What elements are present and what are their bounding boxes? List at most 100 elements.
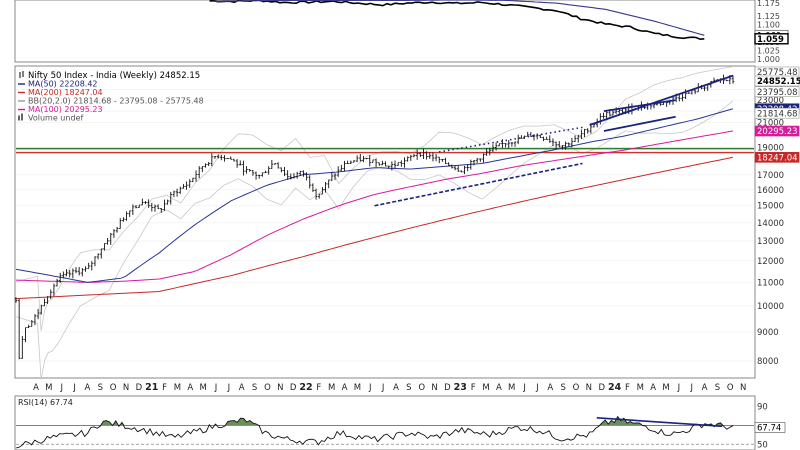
x-axis-tick: A <box>496 383 502 393</box>
legend-entry: MA(50) 22208.42 <box>28 80 98 89</box>
x-axis-tick: A <box>547 383 553 393</box>
price-axis-tick: 14000 <box>757 219 784 229</box>
price-value-badge-text: 20295.23 <box>757 127 798 137</box>
x-axis-tick: A <box>393 383 399 393</box>
x-axis-tick: F <box>162 383 167 393</box>
x-axis-tick: N <box>740 383 746 393</box>
price-axis-tick: 17000 <box>757 171 784 181</box>
ma100-line <box>15 130 734 283</box>
price-axis-tick: 11000 <box>757 278 784 288</box>
rsi-axis-tick: 90 <box>757 402 768 412</box>
legend-entry: MA(100) 20295.23 <box>28 105 103 114</box>
x-axis-tick: J <box>677 383 681 393</box>
price-value-badge-text: 25775.48 <box>757 68 798 78</box>
rs-moving-average-line <box>209 0 705 36</box>
x-axis-tick: N <box>431 383 437 393</box>
relative-strength-panel <box>14 0 756 63</box>
rsi-layer: RSI(14) 67.74 <box>15 398 754 449</box>
price-axis-tick: 21000 <box>757 119 784 129</box>
price-axis-tick: 8000 <box>757 357 779 367</box>
x-axis-tick: 21 <box>145 382 158 393</box>
price-value-badge <box>754 75 800 87</box>
price-value-badge-text: 21814.68 <box>757 109 798 119</box>
rsi-divergence-line <box>596 417 723 428</box>
rsi-line <box>15 415 734 449</box>
x-axis-tick: M <box>637 383 644 393</box>
x-axis-tick: O <box>573 383 580 393</box>
x-axis-tick: 22 <box>299 382 312 393</box>
rs-value-badge-text: 1.059 <box>757 35 784 45</box>
x-axis-tick: O <box>418 383 425 393</box>
ohlc-bars <box>14 74 735 360</box>
trendline <box>603 99 676 112</box>
x-axis-tick: M <box>662 383 669 393</box>
x-axis-tick: J <box>381 383 385 393</box>
x-axis-tick: A <box>187 383 193 393</box>
x-axis-tick: S <box>406 383 411 393</box>
price-axis-tick: 23000 <box>757 96 784 106</box>
x-axis-tick: A <box>342 383 348 393</box>
x-axis-tick: J <box>522 383 526 393</box>
x-axis-tick: S <box>560 383 565 393</box>
x-axis-tick: M <box>354 383 361 393</box>
legend-entry: MA(200) 18247.04 <box>28 88 103 97</box>
x-axis-tick: S <box>252 383 257 393</box>
rsi-panel <box>14 395 756 450</box>
trendline <box>589 74 734 126</box>
price-axis-tick: 15000 <box>757 202 784 212</box>
legend-entry: Nifty 50 Index - India (Weekly) 24852.15 <box>28 71 200 81</box>
x-axis-tick: M <box>508 383 515 393</box>
x-axis-tick: A <box>33 383 39 393</box>
x-axis-tick: A <box>650 383 656 393</box>
x-axis-tick: F <box>471 383 476 393</box>
x-axis-tick: A <box>85 383 91 393</box>
x-axis-tick: 24 <box>608 382 622 393</box>
x-axis-tick: D <box>136 383 143 393</box>
ma50-line <box>15 108 734 283</box>
price-value-badge <box>754 152 800 163</box>
relative-strength-layer <box>209 0 705 41</box>
price-axis-tick: 16000 <box>757 186 784 196</box>
x-axis-tick: M <box>199 383 206 393</box>
volume-icon <box>21 113 23 121</box>
legend-entry: BB(20,2.0) 21814.68 - 23795.08 - 25775.4… <box>28 97 204 106</box>
trendline <box>374 162 583 207</box>
rs-axis-tick: 1.175 <box>757 0 780 8</box>
price-axis-tick: 12000 <box>757 257 784 267</box>
x-axis-tick: J <box>214 383 218 393</box>
price-axis-tick: 9000 <box>757 328 779 338</box>
x-axis-tick: F <box>625 383 630 393</box>
price-axis-tick: 13000 <box>757 237 784 247</box>
rs-axis-tick: 1.125 <box>757 12 780 21</box>
x-axis-tick: D <box>444 383 451 393</box>
x-axis-tick: S <box>715 383 720 393</box>
legend: Nifty 50 Index - India (Weekly) 24852.15… <box>18 71 204 123</box>
trendline <box>603 115 676 132</box>
rs-axis-tick: 1.025 <box>757 46 780 55</box>
x-axis-tick: 23 <box>454 382 467 393</box>
price-value-badge-text: 18247.04 <box>757 154 798 164</box>
ma200-line <box>15 156 734 300</box>
rs-axis-tick: 1.100 <box>757 21 780 30</box>
x-axis-tick: J <box>689 383 693 393</box>
price-value-badge <box>754 107 800 119</box>
price-axis-tick: 19000 <box>757 143 784 153</box>
price-value-badge <box>754 125 800 137</box>
x-axis-tick: N <box>586 383 592 393</box>
x-axis-tick: O <box>264 383 271 393</box>
x-axis-tick: A <box>239 383 245 393</box>
x-axis-tick: M <box>482 383 489 393</box>
rsi-value-badge-text: 67.74 <box>757 424 781 434</box>
x-axis-tick: J <box>59 383 63 393</box>
x-axis-tick: J <box>535 383 539 393</box>
trendline <box>438 126 583 153</box>
x-axis-tick: M <box>328 383 335 393</box>
price-panel <box>14 65 756 379</box>
legend-entry: Volume undef <box>28 114 83 123</box>
x-axis-tick: O <box>727 383 734 393</box>
rsi-axis-tick: 50 <box>757 440 768 450</box>
rsi-label: RSI(14) 67.74 <box>18 398 73 407</box>
price-value-badge-text: 23795.08 <box>757 88 798 98</box>
x-axis-tick: J <box>368 383 372 393</box>
